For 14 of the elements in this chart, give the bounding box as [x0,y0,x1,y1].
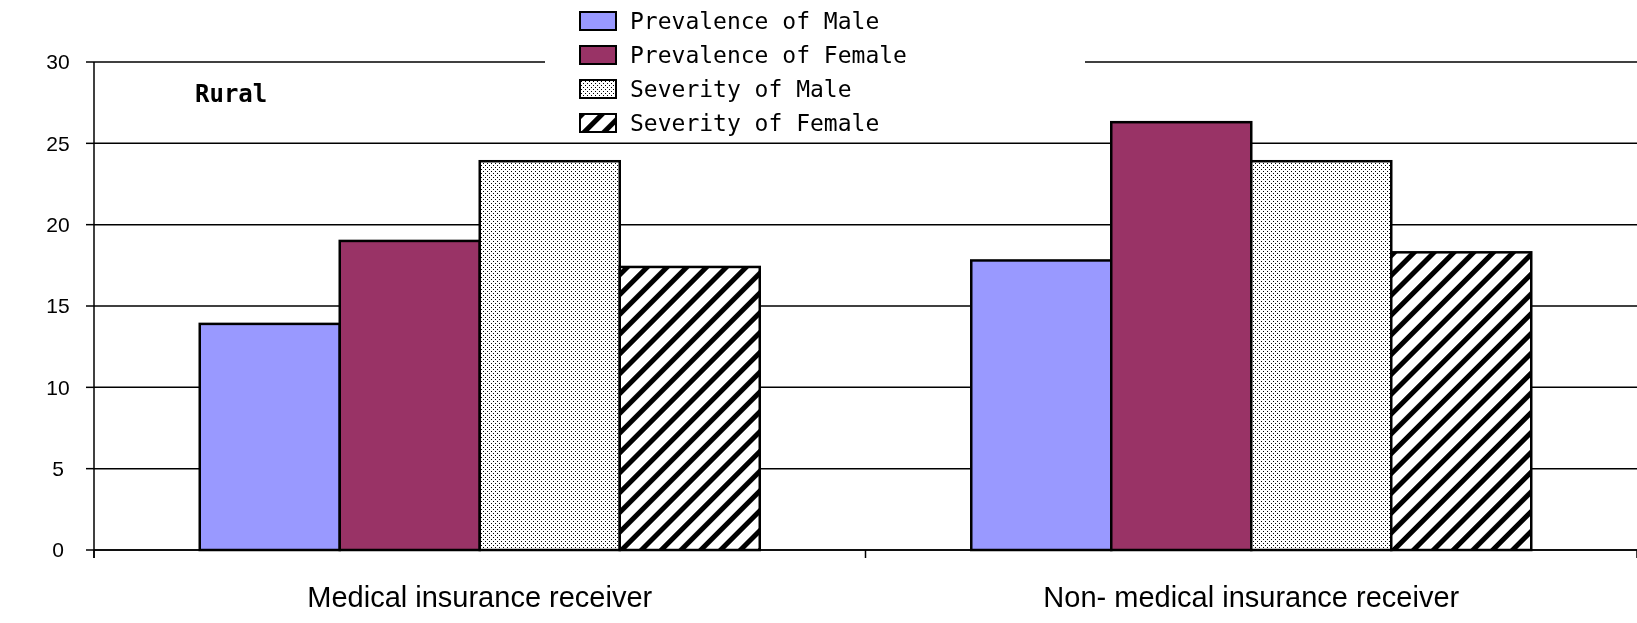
y-tick-label: 15 [46,294,70,318]
y-tick-label: 0 [52,538,64,562]
y-tick-label: 5 [52,457,64,481]
x-tick-label: Medical insurance receiver [307,581,653,613]
y-tick-label: 30 [46,50,70,74]
legend-label: Prevalence of Male [630,8,880,35]
legend-label: Severity of Female [630,110,880,137]
legend-label: Severity of Male [630,76,852,103]
y-tick-label: 20 [46,213,70,237]
y-tick-label: 25 [46,131,70,155]
x-tick-label: Non- medical insurance receiver [1043,581,1460,613]
annotation: Rural [195,80,268,108]
y-tick-label: 10 [46,375,70,399]
legend-label: Prevalence of Female [630,42,907,69]
